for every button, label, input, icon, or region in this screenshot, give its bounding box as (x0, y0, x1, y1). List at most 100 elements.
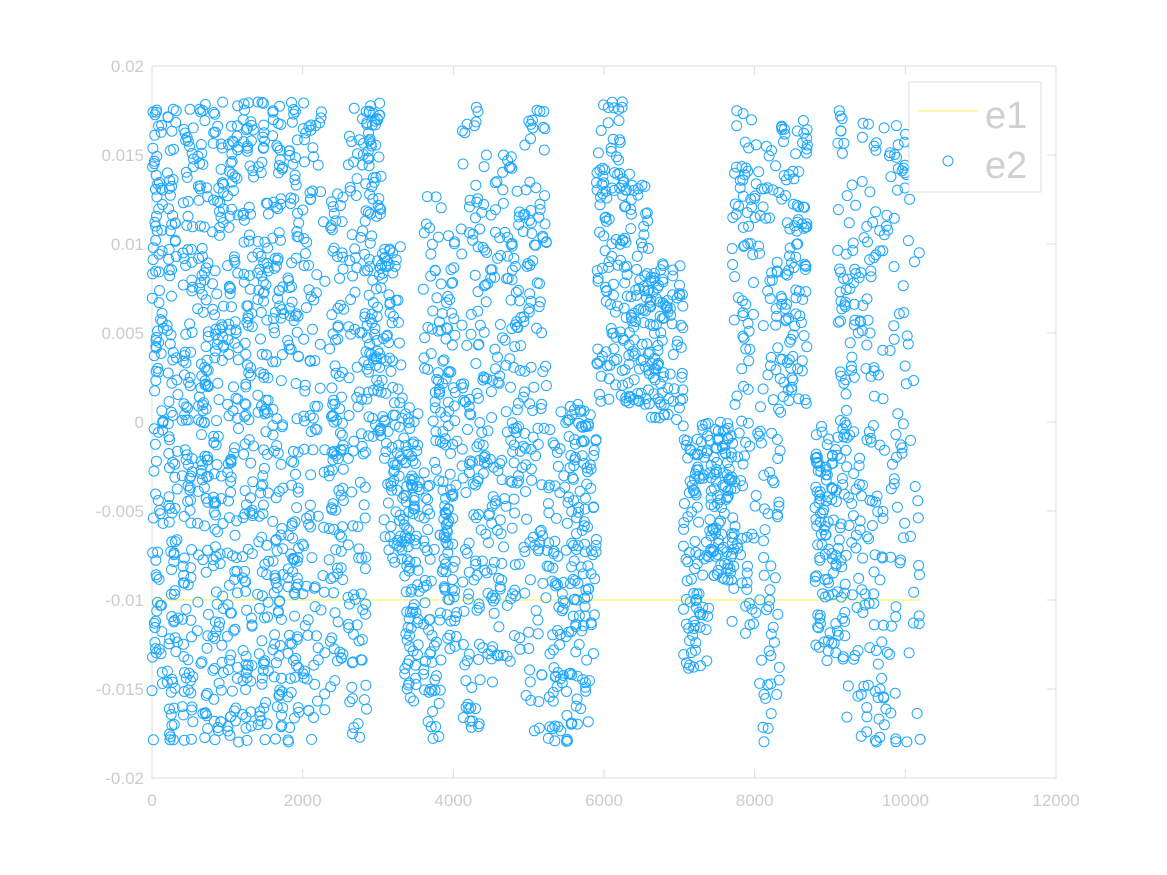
data-point (527, 255, 539, 267)
data-point (868, 588, 880, 600)
data-point (176, 414, 188, 426)
data-point (344, 181, 356, 193)
data-point (233, 423, 244, 434)
data-point (314, 382, 326, 394)
data-point (347, 693, 358, 705)
data-point (310, 630, 322, 642)
data-point (147, 161, 159, 173)
data-point (773, 674, 785, 686)
data-point (225, 607, 237, 619)
data-point (196, 242, 208, 254)
data-point (798, 330, 810, 342)
data-point (902, 338, 914, 350)
data-point (520, 459, 532, 471)
data-point (727, 548, 739, 560)
data-point (421, 191, 433, 203)
data-point (619, 232, 631, 244)
data-point (289, 712, 300, 724)
data-point (256, 635, 268, 647)
data-point (768, 636, 780, 648)
data-point (166, 264, 178, 276)
data-point (596, 262, 608, 274)
data-point (210, 497, 221, 509)
data-point (257, 499, 269, 511)
data-point (271, 440, 283, 452)
data-point (437, 563, 449, 575)
data-point (214, 617, 226, 628)
data-point (759, 524, 771, 536)
data-point (644, 296, 656, 308)
data-point (244, 506, 256, 518)
data-point (601, 192, 613, 204)
data-point (639, 180, 651, 192)
data-point (229, 574, 241, 585)
data-point (617, 190, 629, 201)
data-point (757, 320, 769, 332)
data-point (403, 654, 415, 666)
data-point (600, 185, 612, 197)
data-point (521, 513, 533, 525)
data-point (655, 378, 667, 390)
data-point (167, 676, 179, 688)
data-point (261, 314, 273, 326)
data-point (259, 236, 271, 248)
data-point (595, 370, 607, 382)
x-tick-label: 0 (147, 791, 156, 810)
data-point (222, 260, 234, 272)
data-point (823, 577, 834, 589)
data-point (509, 261, 521, 272)
data-point (222, 664, 234, 676)
data-point (524, 664, 536, 676)
data-point (742, 383, 754, 395)
data-point (853, 572, 865, 584)
data-point (592, 275, 604, 287)
data-point (613, 154, 625, 166)
data-point (442, 420, 454, 432)
data-point (547, 629, 559, 641)
data-point (704, 514, 716, 526)
data-point (267, 555, 279, 567)
data-point (215, 211, 227, 223)
data-point (471, 569, 483, 581)
data-point (784, 336, 796, 348)
data-point (348, 722, 360, 734)
data-point (323, 523, 335, 534)
data-point (778, 136, 789, 148)
data-point (527, 431, 539, 443)
data-point (166, 536, 178, 548)
data-point (554, 629, 566, 640)
data-point (364, 338, 376, 350)
data-point (401, 554, 413, 566)
data-point (230, 327, 242, 339)
data-point (171, 483, 183, 495)
data-point (812, 621, 824, 633)
data-point (481, 457, 493, 469)
data-point (292, 702, 304, 714)
data-point (881, 209, 893, 221)
data-point (513, 475, 524, 487)
data-point (532, 438, 544, 450)
data-point (891, 451, 902, 463)
data-point (505, 238, 517, 250)
data-point (332, 616, 344, 628)
data-point (488, 607, 500, 619)
data-point (192, 150, 204, 162)
data-point (379, 416, 391, 427)
data-point (553, 601, 565, 613)
data-point (342, 539, 354, 551)
data-point (704, 525, 716, 537)
data-point (380, 437, 392, 449)
data-point (420, 492, 432, 504)
data-point (285, 548, 297, 560)
data-point (335, 489, 347, 501)
data-point (277, 543, 289, 555)
data-point (147, 142, 159, 154)
data-point (333, 484, 345, 496)
data-point (572, 398, 584, 410)
data-point (874, 245, 886, 257)
data-point (270, 534, 282, 545)
data-point (377, 411, 389, 423)
data-point (836, 113, 848, 125)
data-point (253, 648, 265, 660)
data-point (238, 448, 250, 460)
